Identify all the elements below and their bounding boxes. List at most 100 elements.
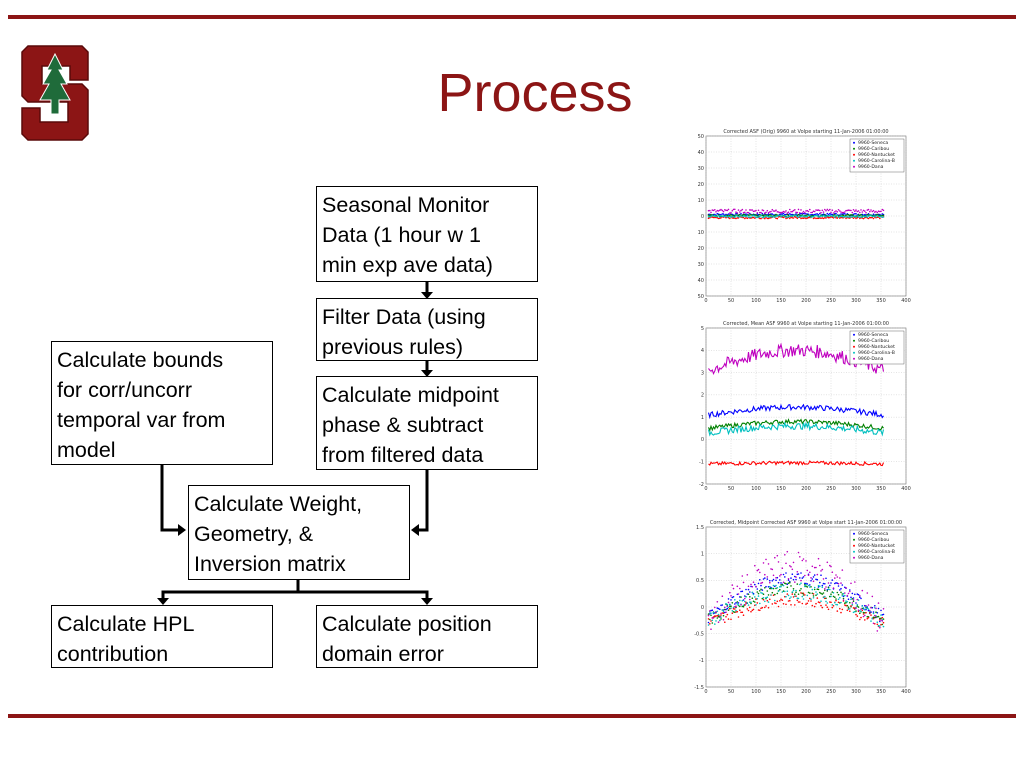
legend-entry: 9960-Nantucket	[858, 344, 895, 350]
data-point	[810, 211, 812, 214]
data-point	[869, 609, 871, 612]
data-point	[777, 215, 780, 217]
data-point	[720, 217, 722, 219]
data-point	[745, 216, 747, 219]
data-point	[771, 587, 774, 590]
data-point	[751, 216, 754, 219]
data-point	[877, 602, 880, 604]
data-point	[792, 578, 795, 581]
data-point	[820, 592, 822, 595]
data-point	[731, 215, 734, 218]
data-point	[861, 216, 864, 218]
data-point	[717, 217, 720, 220]
data-point	[772, 584, 775, 587]
data-point	[707, 217, 710, 220]
data-point	[811, 588, 814, 591]
data-point	[707, 621, 710, 624]
data-point	[761, 209, 764, 211]
legend-entry: 9960-Caribou	[858, 146, 889, 152]
data-point	[805, 585, 807, 587]
data-point	[795, 214, 797, 217]
data-point	[813, 586, 816, 589]
data-point	[739, 587, 741, 590]
data-point	[819, 581, 821, 584]
data-point	[772, 215, 775, 218]
data-point	[807, 574, 810, 576]
data-point	[771, 603, 774, 605]
data-point	[790, 604, 792, 606]
data-point	[771, 216, 774, 218]
data-point	[869, 210, 871, 213]
data-point	[852, 607, 855, 609]
data-point	[740, 611, 742, 614]
data-point	[875, 611, 877, 613]
data-point	[852, 600, 855, 603]
data-point	[869, 216, 871, 219]
legend-marker	[853, 556, 855, 559]
data-point	[804, 211, 806, 214]
data-point	[872, 622, 875, 625]
data-point	[832, 605, 835, 607]
data-point	[727, 598, 730, 600]
data-point	[720, 616, 722, 618]
data-point	[812, 215, 815, 218]
y-tick-label: -0.5	[694, 631, 704, 637]
data-point	[802, 598, 805, 600]
y-tick-label: 20	[698, 246, 704, 252]
data-point	[719, 216, 721, 218]
data-point	[754, 217, 756, 219]
data-point	[715, 611, 717, 613]
data-point	[811, 592, 814, 595]
data-point	[762, 598, 765, 601]
data-point	[859, 211, 861, 214]
data-point	[857, 210, 860, 212]
y-tick-label: 30	[698, 262, 704, 268]
data-point	[757, 592, 760, 595]
data-point	[836, 576, 839, 578]
data-point	[836, 591, 839, 594]
legend-marker	[853, 141, 855, 144]
data-point	[757, 582, 760, 585]
data-point	[872, 217, 875, 220]
data-point	[770, 587, 772, 590]
data-point	[710, 215, 712, 218]
data-point	[797, 208, 800, 211]
data-point	[801, 212, 804, 214]
data-point	[845, 217, 847, 220]
data-point	[747, 211, 750, 214]
data-point	[711, 216, 714, 218]
data-point	[707, 624, 710, 626]
data-point	[805, 216, 807, 218]
data-point	[726, 607, 729, 610]
data-point	[870, 214, 872, 217]
data-point	[737, 593, 740, 595]
data-point	[854, 213, 856, 215]
data-point	[769, 585, 771, 588]
data-point	[839, 217, 841, 219]
data-point	[766, 217, 769, 220]
data-point	[707, 214, 710, 216]
data-point	[881, 616, 884, 619]
data-point	[850, 216, 852, 218]
data-point	[721, 209, 724, 212]
data-point	[817, 216, 820, 218]
data-point	[781, 567, 784, 569]
data-point	[841, 593, 844, 595]
data-point	[746, 593, 749, 595]
data-point	[800, 592, 802, 594]
data-point	[729, 605, 731, 608]
data-point	[776, 217, 779, 220]
data-point	[821, 209, 824, 212]
data-point	[856, 593, 859, 595]
data-point	[741, 575, 744, 577]
top-rule	[8, 15, 1016, 19]
data-point	[791, 593, 794, 595]
x-tick-label: 350	[876, 486, 886, 492]
data-point	[872, 213, 875, 215]
data-point	[736, 217, 739, 219]
data-point	[717, 615, 720, 618]
data-point	[829, 588, 831, 591]
data-point	[847, 216, 850, 218]
legend-marker	[853, 165, 855, 168]
